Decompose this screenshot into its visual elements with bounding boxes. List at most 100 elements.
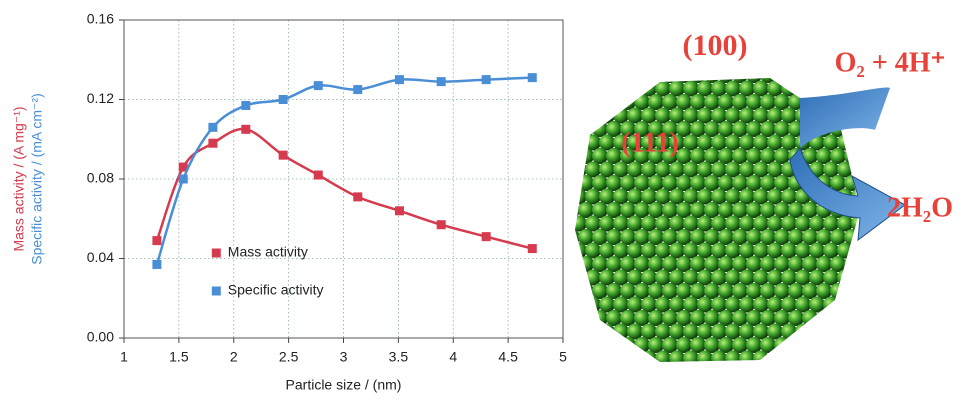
atom — [767, 215, 783, 232]
atom — [669, 323, 685, 340]
atom — [704, 283, 720, 299]
atom — [690, 121, 706, 137]
atom — [585, 215, 601, 232]
x-tick-label: 1 — [120, 349, 128, 365]
atom — [592, 148, 608, 164]
atom — [725, 215, 741, 232]
atom — [732, 202, 748, 218]
atom — [592, 229, 608, 245]
atom — [718, 256, 734, 272]
y-tick-label: 0.12 — [87, 90, 114, 106]
atom — [795, 350, 811, 362]
atom — [795, 323, 811, 340]
atom — [844, 337, 860, 353]
atom — [746, 202, 762, 218]
atom — [718, 94, 734, 110]
data-point — [353, 85, 363, 95]
atom — [697, 215, 713, 232]
atom — [711, 323, 727, 340]
atom — [795, 296, 811, 313]
atom — [704, 256, 720, 272]
atom — [809, 80, 825, 97]
atom — [599, 161, 615, 178]
atom — [676, 202, 692, 218]
atom — [732, 94, 748, 110]
atom — [788, 256, 804, 272]
data-point — [394, 75, 404, 85]
atom — [767, 269, 783, 286]
atom — [627, 80, 643, 97]
atom — [823, 296, 839, 313]
atom — [578, 78, 594, 83]
atom — [725, 296, 741, 313]
atom — [865, 297, 881, 313]
atom — [690, 202, 706, 218]
atom — [606, 256, 622, 272]
atom — [627, 107, 643, 124]
atom — [851, 296, 860, 313]
atom — [823, 242, 839, 259]
atom — [634, 310, 650, 326]
atom — [613, 242, 629, 259]
atom — [613, 134, 629, 151]
atom — [781, 80, 797, 97]
atom — [767, 80, 783, 97]
atom — [781, 215, 797, 232]
atom — [627, 134, 643, 151]
atom — [683, 269, 699, 286]
atom — [809, 296, 825, 313]
facet-side-label: (111) — [621, 127, 679, 158]
atom — [704, 229, 720, 245]
atom — [627, 269, 643, 286]
atom — [669, 296, 685, 313]
series-line — [155, 76, 533, 265]
atom — [578, 283, 594, 299]
atom — [669, 269, 685, 286]
atom — [746, 148, 762, 164]
atom — [592, 175, 608, 191]
atom — [620, 78, 636, 83]
atom — [851, 323, 860, 340]
atom — [662, 202, 678, 218]
atom — [648, 229, 664, 245]
atom — [641, 80, 657, 97]
atom — [704, 78, 720, 83]
atom — [648, 78, 664, 83]
atom — [816, 310, 832, 326]
atom — [606, 310, 622, 326]
atom — [816, 148, 832, 164]
atom — [704, 94, 720, 110]
atom — [634, 337, 650, 353]
atom — [711, 107, 727, 124]
atom — [655, 215, 671, 232]
atom — [676, 148, 692, 164]
atom — [858, 310, 860, 326]
atom — [774, 94, 790, 110]
atom — [830, 175, 846, 191]
atom — [627, 323, 643, 340]
data-point — [241, 100, 251, 110]
atom — [655, 134, 671, 151]
atom — [641, 188, 657, 205]
atom — [795, 242, 811, 259]
atom — [575, 350, 587, 362]
atom — [655, 107, 671, 124]
atom — [718, 175, 734, 191]
atom — [683, 80, 699, 97]
atom — [732, 175, 748, 191]
atom — [760, 337, 776, 353]
atom — [739, 134, 755, 151]
atom — [802, 283, 818, 299]
atom — [627, 242, 643, 259]
atom — [837, 161, 853, 178]
atom — [767, 161, 783, 178]
atom — [578, 202, 594, 218]
x-tick-label: 5 — [559, 349, 567, 365]
atom — [592, 78, 608, 83]
atom — [753, 350, 769, 362]
atom — [620, 148, 636, 164]
atom — [578, 121, 594, 137]
atom — [676, 121, 692, 137]
atom — [711, 242, 727, 259]
atom — [578, 310, 594, 326]
